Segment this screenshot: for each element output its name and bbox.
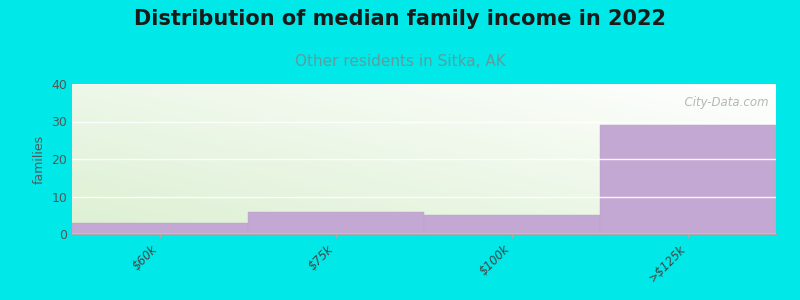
Bar	[424, 215, 600, 234]
Y-axis label: families: families	[33, 134, 46, 184]
Bar	[72, 223, 248, 234]
Bar	[248, 212, 424, 234]
Bar	[600, 125, 776, 234]
Text: Other residents in Sitka, AK: Other residents in Sitka, AK	[294, 54, 506, 69]
Text: City-Data.com: City-Data.com	[678, 96, 769, 109]
Text: Distribution of median family income in 2022: Distribution of median family income in …	[134, 9, 666, 29]
